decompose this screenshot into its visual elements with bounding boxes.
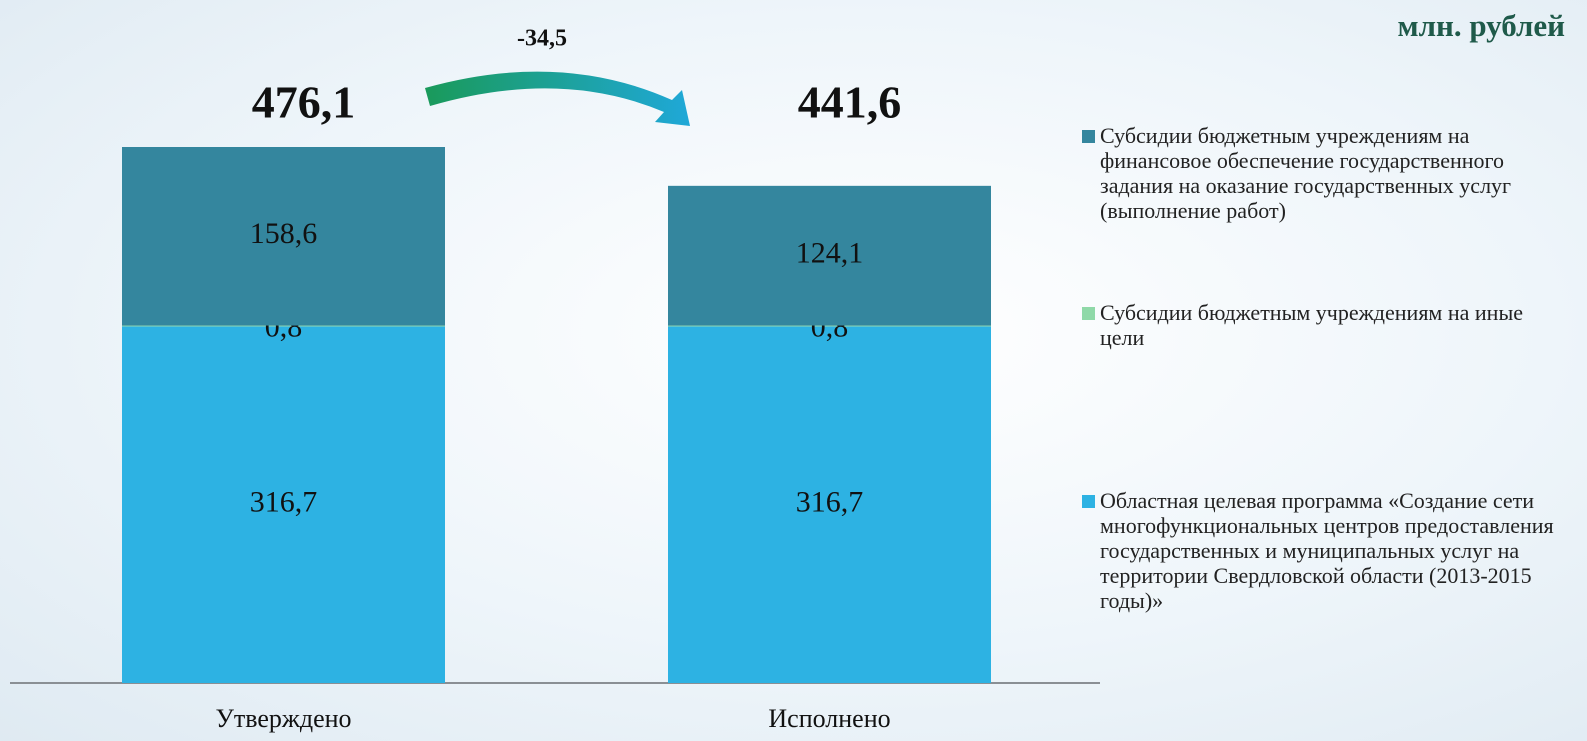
bar-segment: [668, 185, 991, 326]
unit-label: млн. рублей: [1397, 8, 1565, 43]
value-label: 316,7: [796, 486, 864, 519]
bar-segment: [122, 147, 445, 326]
bar-segment: [122, 326, 445, 683]
legend-swatch: [1082, 130, 1095, 143]
legend-item: Субсидии бюджетным учреждениям на финанс…: [1082, 123, 1570, 223]
bar-segment: [122, 325, 445, 327]
legend-label: Субсидии бюджетным учреждениям на иные ц…: [1100, 300, 1523, 350]
x-tick-label: Утверждено: [215, 704, 351, 733]
bar-segment: [668, 325, 991, 327]
bar-segment: [668, 326, 991, 683]
legend-swatch: [1082, 307, 1095, 320]
value-label: 124,1: [796, 237, 864, 270]
legend-item: Областная целевая программа «Создание се…: [1082, 488, 1570, 613]
value-label: 316,7: [250, 486, 318, 519]
x-tick-label: Исполнено: [768, 704, 890, 733]
total-label: 441,6: [798, 77, 902, 128]
legend-label: Областная целевая программа «Создание се…: [1100, 488, 1554, 613]
value-label: 158,6: [250, 217, 318, 250]
difference-arrow: [425, 71, 690, 126]
total-label: 476,1: [252, 77, 356, 128]
difference-label: -34,5: [517, 26, 567, 52]
legend-label: Субсидии бюджетным учреждениям на финанс…: [1100, 123, 1512, 223]
legend-item: Субсидии бюджетным учреждениям на иные ц…: [1082, 300, 1570, 350]
legend-swatch: [1082, 495, 1095, 508]
